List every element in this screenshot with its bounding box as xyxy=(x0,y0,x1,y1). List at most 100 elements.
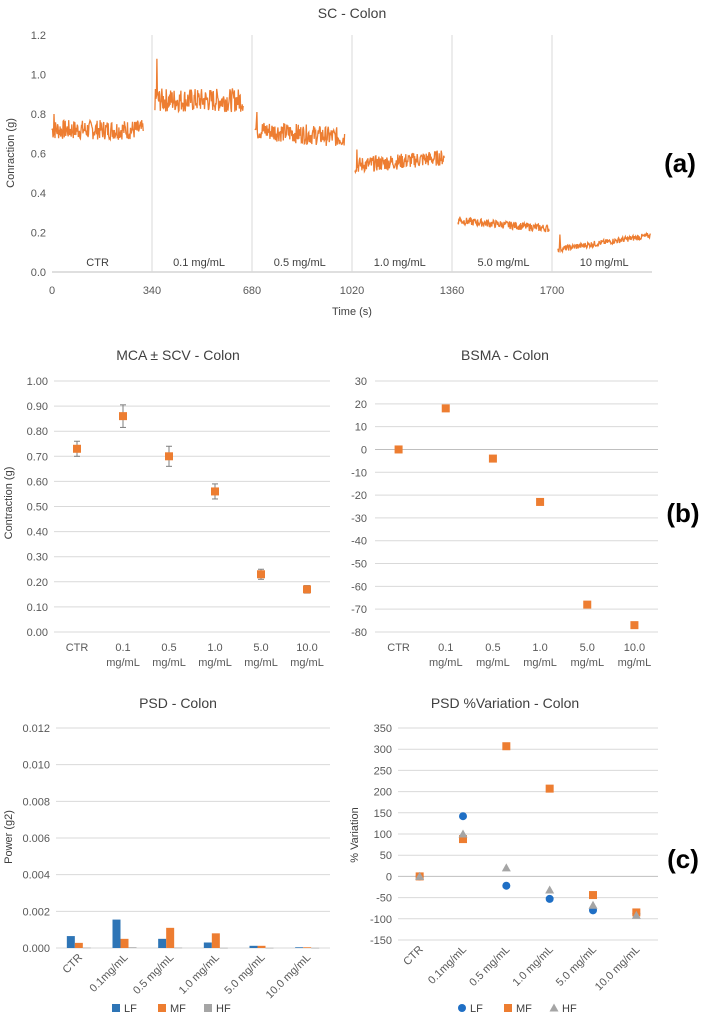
psd-bar-hf xyxy=(128,947,137,948)
psd-xtick-label: 10.0 mg/mL xyxy=(264,952,314,1002)
psdvar-xtick-label: 1.0 mg/mL xyxy=(511,944,556,989)
sc-trace-segment xyxy=(354,149,446,175)
mca-xtick-label: 0.1 xyxy=(115,642,130,654)
bsma-point xyxy=(488,454,497,463)
psdvar-point-mf xyxy=(589,891,597,900)
psd-ytick-label: 0.004 xyxy=(22,870,50,882)
bsma-ytick-label: -30 xyxy=(351,513,367,525)
psdvar-point-hf xyxy=(588,900,598,909)
psd-bar-hf xyxy=(311,947,320,949)
bsma-point xyxy=(583,600,592,609)
mca-xtick-label: mg/mL xyxy=(244,657,278,669)
sc-ytick-label: 0.2 xyxy=(31,228,46,240)
psdvar-ytick-label: -100 xyxy=(370,914,392,926)
bsma-xtick-label: mg/mL xyxy=(570,657,604,669)
mca-point xyxy=(165,452,173,461)
sc-xtick-label: 0 xyxy=(49,285,55,297)
psd-bar-mf xyxy=(74,942,83,948)
psdvar-ytick-label: -50 xyxy=(376,893,392,905)
bsma-ytick-label: -60 xyxy=(351,581,367,593)
sc-title: SC - Colon xyxy=(318,5,386,21)
mca-ytick-label: 0.80 xyxy=(27,426,48,438)
sc-xtick-label: 1360 xyxy=(440,285,464,297)
bsma-ytick-label: -80 xyxy=(351,627,367,639)
bsma-ytick-label: -20 xyxy=(351,490,367,502)
psdvar-point-hf xyxy=(458,829,468,838)
panel-label-b: (b) xyxy=(666,498,699,528)
mca-ytick-label: 0.60 xyxy=(27,476,48,488)
mca-ytick-label: 0.40 xyxy=(27,527,48,539)
panel-label-c: (c) xyxy=(667,844,699,874)
bsma-ytick-label: 30 xyxy=(355,376,367,388)
psdvar-point-hf xyxy=(631,910,641,919)
bsma-xtick-label: 0.1 xyxy=(438,642,453,654)
psdvar-ylabel: % Variation xyxy=(349,807,361,862)
sc-xtick-label: 1020 xyxy=(340,285,364,297)
psdvar-xtick-label: 0.5 mg/mL xyxy=(467,944,512,989)
bsma-ytick-label: 10 xyxy=(355,422,367,434)
mca-xtick-label: 0.5 xyxy=(161,642,176,654)
bsma-xtick-label: CTR xyxy=(387,642,410,654)
sc-segment-label: 1.0 mg/mL xyxy=(374,257,426,269)
sc-xlabel: Time (s) xyxy=(332,306,372,318)
bsma-xtick-label: mg/mL xyxy=(618,657,652,669)
psdvar-ytick-label: 150 xyxy=(374,808,392,820)
bsma-ytick-label: -50 xyxy=(351,559,367,571)
psdvar-legend-label: LF xyxy=(470,1003,483,1015)
sc-segment-label: 0.1 mg/mL xyxy=(173,257,225,269)
mca-xtick-label: 10.0 xyxy=(296,642,317,654)
mca-ytick-label: 0.10 xyxy=(27,602,48,614)
sc-segment-label: CTR xyxy=(86,257,109,269)
psd-xtick-label: 0.5 mg/mL xyxy=(131,952,176,997)
psdvar-legend-swatch xyxy=(549,1003,559,1012)
psdvar-title: PSD %Variation - Colon xyxy=(431,695,579,711)
mca-ytick-label: 0.70 xyxy=(27,451,48,463)
bsma-title: BSMA - Colon xyxy=(461,347,549,363)
psd-variation-colon-chart: PSD %Variation - Colon % Variation -150 -… xyxy=(349,695,658,1015)
sc-segment-label: 0.5 mg/mL xyxy=(274,257,326,269)
psd-legend-label: MF xyxy=(170,1003,186,1015)
psd-legend-swatch xyxy=(158,1004,166,1012)
psd-title: PSD - Colon xyxy=(139,695,217,711)
mca-title: MCA ± SCV - Colon xyxy=(116,347,240,363)
bsma-ytick-label: -10 xyxy=(351,467,367,479)
psd-bar-hf xyxy=(174,947,183,949)
bsma-point xyxy=(630,621,639,630)
sc-trace-segment xyxy=(154,58,244,114)
mca-xtick-label: mg/mL xyxy=(106,657,140,669)
psd-xtick-label: 0.1mg/mL xyxy=(88,952,131,995)
bsma-xtick-label: 5.0 xyxy=(580,642,595,654)
mca-point xyxy=(303,585,311,594)
mca-xtick-label: mg/mL xyxy=(152,657,186,669)
sc-ytick-label: 1.2 xyxy=(31,30,46,42)
psd-bar-mf xyxy=(211,933,220,948)
mca-ytick-label: 0.90 xyxy=(27,401,48,413)
sc-ylabel: Conraction (g) xyxy=(5,118,17,188)
bsma-ytick-label: 0 xyxy=(361,444,367,456)
sc-segment-label: 10 mg/mL xyxy=(580,257,629,269)
mca-ytick-label: 0.50 xyxy=(27,502,48,514)
psd-bar-hf xyxy=(219,947,228,949)
bsma-point xyxy=(394,445,403,454)
psd-ytick-label: 0.006 xyxy=(22,833,50,845)
sc-ytick-label: 0.8 xyxy=(31,109,46,121)
psd-colon-chart: PSD - Colon Power (g2) 0.000 0.002 0.004 0.… xyxy=(3,695,330,1015)
psdvar-ytick-label: -150 xyxy=(370,935,392,947)
psdvar-point-mf xyxy=(502,742,511,751)
mca-ylabel: Contraction (g) xyxy=(3,467,15,540)
mca-point xyxy=(257,570,265,579)
psdvar-point-hf xyxy=(545,885,555,894)
psdvar-xtick-label: 10.0 mg/mL xyxy=(593,944,643,994)
psdvar-ytick-label: 250 xyxy=(374,765,392,777)
psd-bar-lf xyxy=(249,945,258,948)
mca-ytick-label: 1.00 xyxy=(27,376,48,388)
sc-xtick-label: 1700 xyxy=(540,285,564,297)
psdvar-ytick-label: 350 xyxy=(374,723,392,735)
psd-bar-lf xyxy=(158,938,167,948)
sc-ytick-label: 0.4 xyxy=(31,188,46,200)
psdvar-point-hf xyxy=(501,863,511,872)
sc-xtick-label: 680 xyxy=(243,285,261,297)
psd-legend-swatch xyxy=(204,1004,212,1012)
psdvar-ytick-label: 50 xyxy=(380,850,392,862)
mca-ytick-label: 0.30 xyxy=(27,552,48,564)
